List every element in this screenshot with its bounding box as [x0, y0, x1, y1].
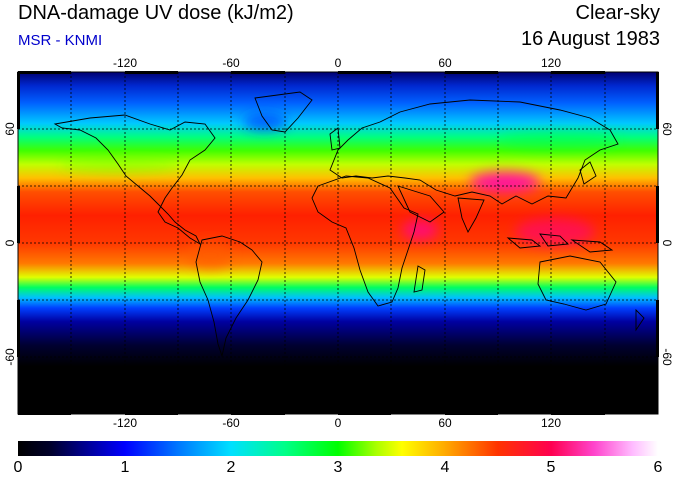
date-label: 16 August 1983: [520, 28, 660, 50]
lon-label-bottom: -120: [112, 416, 138, 430]
lat-label-left: 60: [3, 122, 17, 136]
colorbar-tick: 5: [546, 459, 556, 476]
map-title: DNA-damage UV dose (kJ/m2): [18, 2, 294, 24]
lat-label-left: 0: [3, 239, 17, 247]
colorbar-tick: 1: [120, 459, 130, 476]
lon-label-bottom: 60: [438, 416, 452, 430]
lon-label-top: 120: [540, 56, 562, 70]
colorbar-tick: 4: [440, 459, 450, 476]
lat-label-right: 60: [660, 122, 674, 136]
lat-label-left: -60: [3, 348, 17, 366]
sky-condition-label: Clear-sky: [575, 2, 660, 24]
colorbar-tick: 2: [226, 459, 236, 476]
coastlines: [53, 91, 645, 358]
graticule: [18, 72, 658, 414]
map-frame: [17, 71, 659, 415]
lon-label-top: -120: [112, 56, 138, 70]
lon-label-bottom: 120: [540, 416, 562, 430]
colorbar-tick: 3: [333, 459, 343, 476]
uv-anomalies: [60, 114, 620, 269]
lon-label-top: 0: [334, 56, 342, 70]
color-scale-bar: [18, 441, 658, 456]
lon-label-bottom: -60: [222, 416, 240, 430]
source-label: MSR - KNMI: [18, 32, 103, 49]
lat-label-right: 0: [660, 239, 674, 247]
lon-label-bottom: 0: [334, 416, 342, 430]
lon-label-top: -60: [222, 56, 240, 70]
lat-label-right: -60: [660, 348, 674, 366]
colorbar-tick: 0: [13, 459, 23, 476]
colorbar-tick: 6: [653, 459, 663, 476]
lon-label-top: 60: [438, 56, 452, 70]
